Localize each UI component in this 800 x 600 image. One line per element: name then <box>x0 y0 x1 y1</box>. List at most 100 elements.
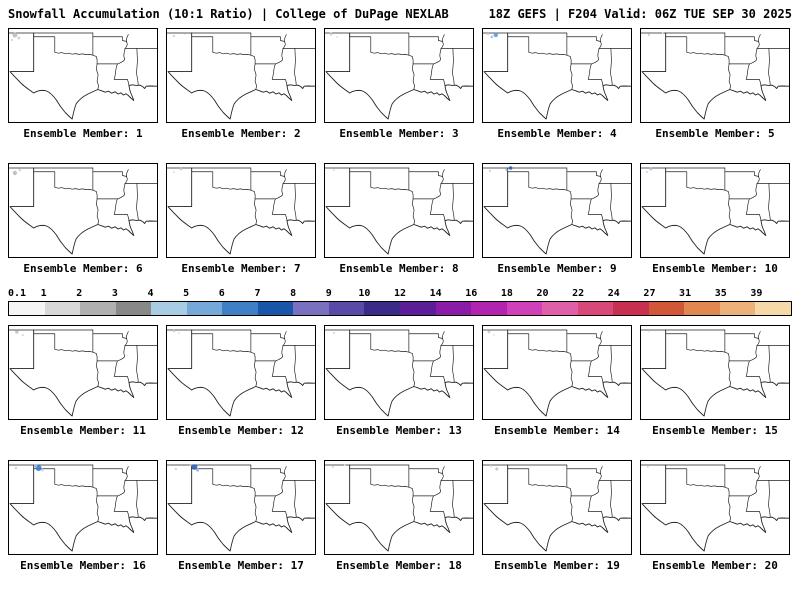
snow-blob <box>179 167 183 171</box>
ensemble-member-label: Ensemble Member: 3 <box>339 127 459 140</box>
map-outline <box>483 464 631 552</box>
ensemble-panel: Ensemble Member: 5 <box>640 28 790 140</box>
map-frame <box>324 460 474 555</box>
colorbar-tick-label: 6 <box>218 288 225 299</box>
colorbar-tick-label: 3 <box>111 288 118 299</box>
header-bar: Snowfall Accumulation (10:1 Ratio) | Col… <box>0 0 800 23</box>
panel-row-3: Ensemble Member: 11 Ensemble Member: 12 … <box>0 325 800 437</box>
map-frame <box>640 163 790 258</box>
colorbar-segment <box>684 302 720 315</box>
map-frame <box>8 325 158 420</box>
map-svg <box>483 464 631 552</box>
ensemble-member-label: Ensemble Member: 11 <box>20 424 146 437</box>
map-svg <box>325 464 473 552</box>
map-svg <box>483 329 631 417</box>
map-outline <box>9 32 157 120</box>
snow-blob <box>647 33 651 37</box>
map-outline <box>641 464 789 552</box>
ensemble-member-label: Ensemble Member: 9 <box>497 262 617 275</box>
map-frame <box>482 28 632 123</box>
colorbar-tick-label: 20 <box>536 288 549 299</box>
colorbar-segment <box>400 302 436 315</box>
snow-blob <box>492 334 495 336</box>
ensemble-panel: Ensemble Member: 8 <box>324 163 474 275</box>
map-frame <box>8 163 158 258</box>
map-frame <box>640 28 790 123</box>
colorbar-tick-label: 16 <box>465 288 478 299</box>
snow-blob <box>331 465 334 469</box>
map-outline <box>9 167 157 255</box>
colorbar-segment <box>151 302 187 315</box>
colorbar-tick-label: 7 <box>254 288 261 299</box>
map-frame <box>166 28 316 123</box>
colorbar-tick-label: 39 <box>750 288 763 299</box>
map-svg <box>325 32 473 120</box>
map-svg <box>325 329 473 417</box>
snow-blob <box>191 464 198 470</box>
colorbar-tick-label: 0.1 <box>8 288 27 299</box>
map-outline <box>325 32 473 120</box>
map-svg <box>167 167 315 255</box>
colorbar-tick-label: 24 <box>607 288 620 299</box>
panel-row-4: Ensemble Member: 16 Ensemble Member: 17 … <box>0 460 800 572</box>
ensemble-panel: Ensemble Member: 20 <box>640 460 790 572</box>
ensemble-member-label: Ensemble Member: 4 <box>497 127 617 140</box>
map-svg <box>641 329 789 417</box>
snow-blob <box>10 39 13 41</box>
ensemble-panel: Ensemble Member: 9 <box>482 163 632 275</box>
snow-blob <box>493 32 498 38</box>
snow-blob <box>12 32 18 38</box>
colorbar-segment <box>506 302 543 315</box>
colorbar: 0.1 1 2 3 4 5 6 7 8 9 10 12 14 16 18 20 22 24 27 31 35 39 <box>8 288 792 316</box>
colorbar-tick-label: 35 <box>714 288 727 299</box>
map-frame <box>324 28 474 123</box>
ensemble-member-label: Ensemble Member: 1 <box>23 127 143 140</box>
ensemble-panel: Ensemble Member: 11 <box>8 325 158 437</box>
map-svg <box>9 464 157 552</box>
map-svg <box>325 167 473 255</box>
map-frame <box>8 28 158 123</box>
colorbar-segment <box>542 302 578 315</box>
map-outline <box>483 167 631 255</box>
snow-blob <box>172 34 176 38</box>
ensemble-member-label: Ensemble Member: 20 <box>652 559 778 572</box>
map-frame <box>482 460 632 555</box>
map-outline <box>9 329 157 417</box>
snow-blob <box>646 466 649 468</box>
map-frame <box>166 163 316 258</box>
colorbar-tick-label: 31 <box>679 288 692 299</box>
header-title-left: Snowfall Accumulation (10:1 Ratio) | Col… <box>8 7 449 21</box>
map-outline <box>641 329 789 417</box>
snow-blob <box>508 166 513 170</box>
snow-blob <box>174 467 178 471</box>
map-svg <box>167 463 315 552</box>
header-title-right: 18Z GEFS | F204 Valid: 06Z TUE SEP 30 20… <box>488 7 792 21</box>
colorbar-segment <box>435 302 472 315</box>
colorbar-tick-label: 27 <box>643 288 656 299</box>
colorbar-segment <box>9 302 45 315</box>
ensemble-panel: Ensemble Member: 19 <box>482 460 632 572</box>
colorbar-segment <box>364 302 401 315</box>
map-svg <box>9 329 157 417</box>
colorbar-segment <box>222 302 258 315</box>
map-outline <box>483 32 631 120</box>
map-frame <box>8 460 158 555</box>
snow-blob <box>196 468 200 472</box>
ensemble-panel: Ensemble Member: 2 <box>166 28 316 140</box>
snow-blob <box>661 32 664 34</box>
ensemble-panel: Ensemble Member: 4 <box>482 28 632 140</box>
colorbar-segment <box>755 302 792 315</box>
ensemble-member-label: Ensemble Member: 12 <box>178 424 304 437</box>
colorbar-tick-label: 12 <box>393 288 407 299</box>
colorbar-segment <box>471 302 507 315</box>
map-frame <box>482 163 632 258</box>
ensemble-panel: Ensemble Member: 1 <box>8 28 158 140</box>
map-outline <box>167 464 315 552</box>
ensemble-member-label: Ensemble Member: 16 <box>20 559 146 572</box>
snow-blob <box>505 168 508 172</box>
map-outline <box>167 329 315 417</box>
map-outline <box>167 167 315 255</box>
colorbar-segment <box>328 302 365 315</box>
colorbar-tick-label: 22 <box>572 288 585 299</box>
